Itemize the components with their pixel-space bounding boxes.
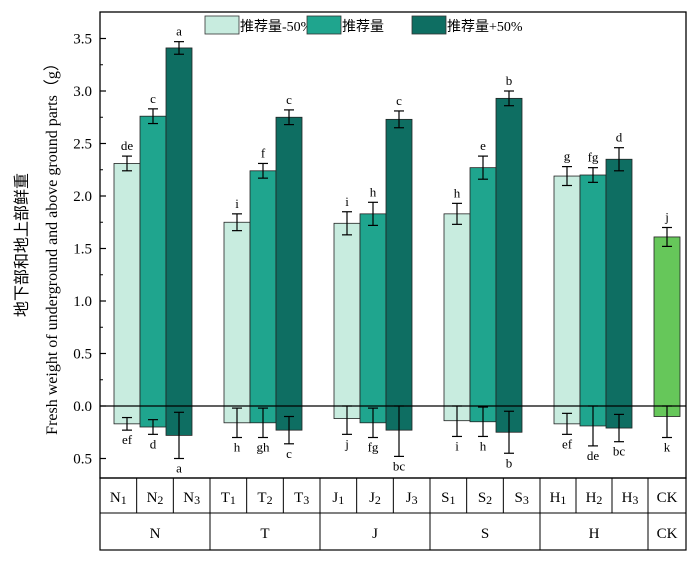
- treatment-label-n3: N3: [183, 490, 200, 507]
- sig-label-above-j1: i: [345, 194, 349, 209]
- sig-label-below-h2: de: [587, 448, 600, 463]
- sig-label-above-s2: e: [480, 138, 486, 153]
- treatment-label-s1: S1: [441, 490, 455, 507]
- y-tick-label-0.0: 0.0: [73, 399, 92, 415]
- sig-label-above-s3: b: [506, 73, 513, 88]
- sig-label-above-n1: de: [121, 138, 134, 153]
- sig-label-above-t2: f: [261, 145, 266, 160]
- bar-above-j3: [385, 118, 413, 407]
- sig-label-below-j1: j: [344, 436, 349, 451]
- y-tick-label-2.5: 2.5: [73, 137, 92, 153]
- bar-above-ck: [653, 236, 681, 407]
- bar-above-t1: [223, 221, 251, 407]
- treatment-label-h3: H3: [622, 490, 639, 507]
- group-label-s: S: [481, 526, 489, 542]
- treatment-label-j2: J2: [369, 490, 381, 507]
- group-label-ck: CK: [657, 526, 678, 542]
- sig-label-below-h1: ef: [562, 436, 573, 451]
- treatment-label-s3: S3: [514, 490, 528, 507]
- bar-above-h3: [605, 158, 633, 407]
- treatment-label-t1: T1: [221, 490, 236, 507]
- y-tick-label-1.5: 1.5: [73, 242, 92, 258]
- treatment-label-h2: H2: [586, 490, 603, 507]
- sig-label-below-t1: h: [234, 440, 241, 455]
- sig-label-below-t2: gh: [257, 440, 271, 455]
- legend-label-2: 推荐量+50%: [447, 19, 523, 35]
- bar-above-n1: [113, 163, 141, 407]
- treatment-label-ck: CK: [657, 490, 678, 506]
- bar-above-h1: [553, 175, 581, 407]
- y-tick-label-2.0: 2.0: [73, 189, 92, 205]
- y-axis-title-en: Fresh weight of underground and above gr…: [43, 55, 61, 435]
- y-tick-label-0.5: 0.5: [73, 347, 92, 363]
- y-tick-label-1.0: 1.0: [73, 294, 92, 310]
- y-tick-label-3.5: 3.5: [73, 32, 92, 48]
- sig-label-below-n2: d: [150, 436, 157, 451]
- treatment-label-j3: J3: [406, 490, 418, 507]
- legend-label-0: 推荐量-50%: [240, 19, 313, 35]
- legend-swatch-2: [411, 15, 447, 35]
- sig-label-above-ck: j: [664, 210, 669, 225]
- sig-label-above-s1: h: [454, 185, 461, 200]
- bar-above-j2: [359, 213, 387, 407]
- treatment-label-t2: T2: [257, 490, 272, 507]
- bar-above-t3: [275, 116, 303, 407]
- treatment-label-t3: T3: [294, 490, 309, 507]
- bar-above-j1: [333, 222, 361, 407]
- treatment-label-h1: H1: [550, 490, 567, 507]
- legend-label-1: 推荐量: [342, 19, 384, 35]
- sig-label-above-t1: i: [235, 196, 239, 211]
- sig-label-above-j2: h: [370, 184, 377, 199]
- legend-swatch-1: [306, 15, 342, 35]
- sig-label-below-n1: ef: [122, 432, 133, 447]
- sig-label-above-h2: fg: [588, 150, 599, 165]
- sig-label-above-j3: c: [396, 93, 402, 108]
- sig-label-above-n2: c: [150, 91, 156, 106]
- treatment-label-n1: N1: [110, 490, 127, 507]
- treatment-label-j1: J1: [332, 490, 344, 507]
- sig-label-below-s2: h: [480, 438, 487, 453]
- legend-swatch-0: [204, 15, 240, 35]
- group-label-h: H: [589, 526, 600, 542]
- sig-label-below-s3: b: [506, 455, 513, 470]
- treatment-label-s2: S2: [478, 490, 492, 507]
- bar-above-n2: [139, 115, 167, 407]
- bar-above-s3: [495, 97, 523, 407]
- sig-label-below-n3: a: [176, 461, 182, 476]
- sig-label-above-t3: c: [286, 92, 292, 107]
- sig-label-below-s1: i: [455, 438, 459, 453]
- sig-label-below-j2: fg: [368, 440, 379, 455]
- sig-label-above-h3: d: [616, 130, 623, 145]
- y-tick-label-lower-0.5: 0.5: [73, 452, 92, 468]
- y-axis-title: 地下部和地上部鲜重 Fresh weight of underground and…: [13, 55, 61, 435]
- sig-label-above-h1: g: [564, 149, 571, 164]
- y-tick-label-3.0: 3.0: [73, 84, 92, 100]
- treatment-label-n2: N2: [147, 490, 164, 507]
- bar-above-n3: [165, 47, 193, 407]
- sig-label-below-j3: bc: [393, 458, 406, 473]
- sig-label-below-h3: bc: [613, 444, 626, 459]
- bar-above-s2: [469, 167, 497, 407]
- group-label-j: J: [372, 526, 378, 542]
- sig-label-below-ck: k: [664, 440, 671, 455]
- bar-above-s1: [443, 213, 471, 407]
- bar-above-h2: [579, 174, 607, 407]
- y-axis-title-cn: 地下部和地上部鲜重: [13, 173, 31, 317]
- group-label-t: T: [260, 526, 269, 542]
- sig-label-below-t3: c: [286, 446, 292, 461]
- group-label-n: N: [150, 526, 161, 542]
- sig-label-above-n3: a: [176, 24, 182, 39]
- bar-above-t2: [249, 170, 277, 407]
